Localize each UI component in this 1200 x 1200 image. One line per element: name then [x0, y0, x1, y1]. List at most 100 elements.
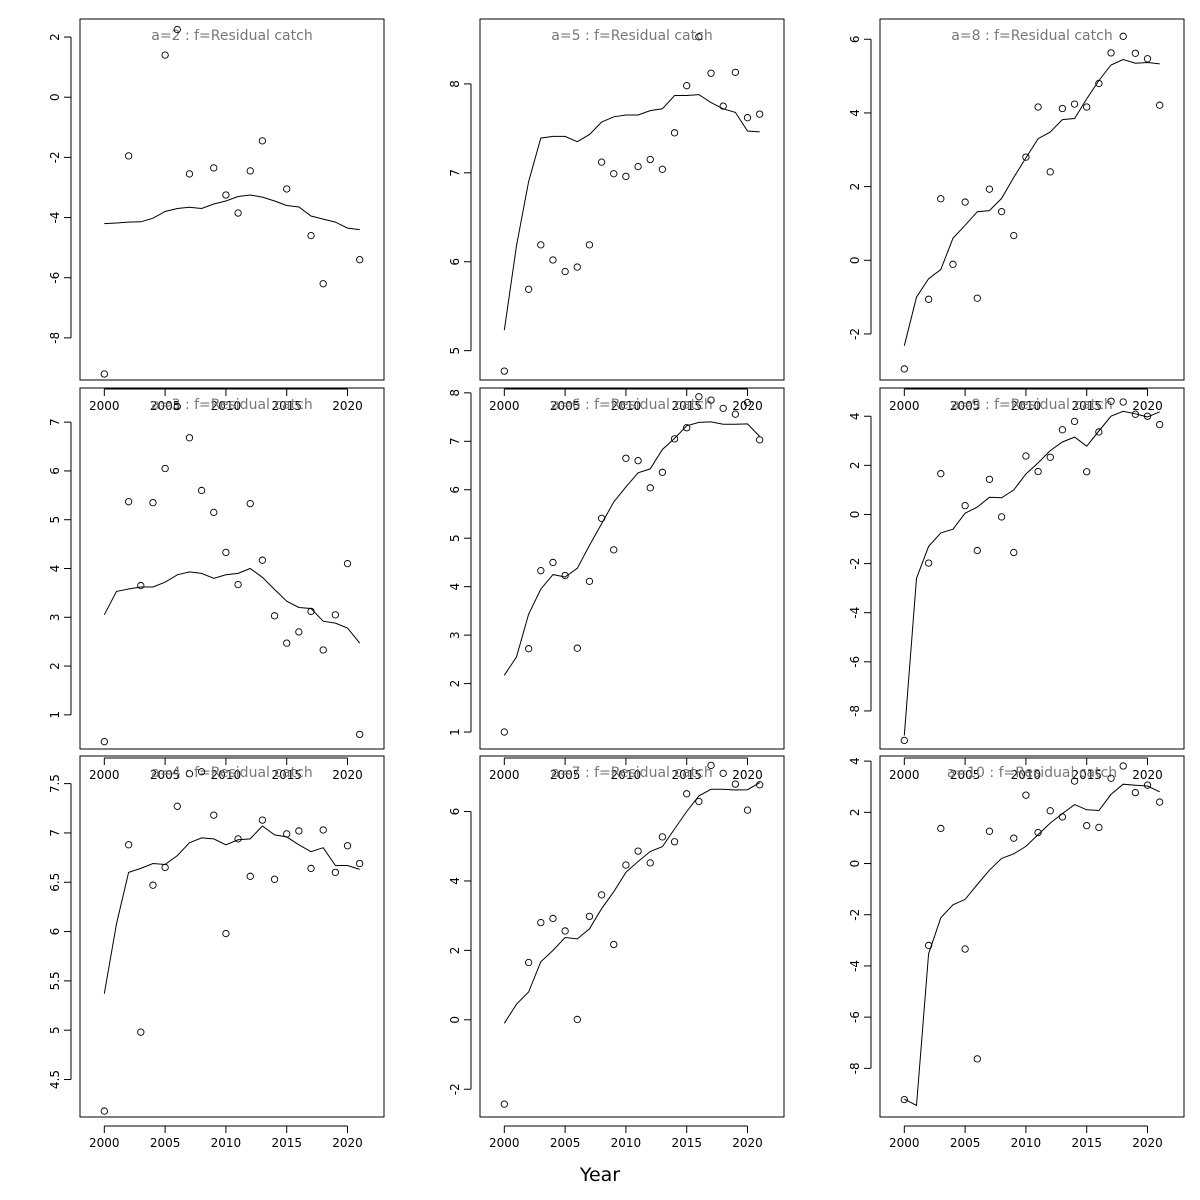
x-tick-label: 2020: [332, 768, 363, 782]
x-tick-label: 2010: [611, 1136, 642, 1150]
x-tick-label: 2015: [271, 768, 302, 782]
plot-frame: [479, 387, 785, 750]
data-points: [500, 393, 764, 736]
x-tick-label: 2000: [489, 768, 520, 782]
y-tick-label: 4.5: [48, 1070, 62, 1089]
x-axis: 2000 2005 2010 2015 2020: [89, 1125, 363, 1150]
panel-3: a=4 : f=Residual catch 4.5 5 5.5 6 6.5 7 7.5 200…: [48, 755, 385, 1150]
data-point: [1131, 410, 1140, 418]
x-tick-label: 2020: [732, 1136, 763, 1150]
panel-title: a=5 : f=Residual catch: [551, 28, 712, 44]
fitted-line: [903, 410, 1160, 736]
panel-title: a=10 : f=Residual catch: [947, 765, 1117, 781]
y-tick-label: 2: [48, 662, 62, 670]
data-point: [610, 170, 618, 178]
y-tick-label: 3: [48, 613, 62, 621]
data-point: [283, 185, 291, 193]
data-point: [622, 861, 630, 869]
data-point: [549, 256, 557, 264]
panel-4: a=5 : f=Residual catch 5 6 7 8 2000 2005 2010 20…: [448, 18, 785, 413]
data-point: [1058, 426, 1067, 434]
y-tick-label: -6: [848, 1011, 862, 1023]
data-point: [524, 958, 533, 967]
data-point: [1034, 828, 1042, 837]
data-point: [961, 501, 969, 510]
x-tick-label: 2005: [950, 399, 981, 413]
data-point: [756, 110, 764, 118]
data-point: [283, 830, 291, 838]
data-point: [100, 1107, 108, 1115]
data-point: [719, 404, 727, 413]
data-point: [646, 155, 654, 164]
y-tick-label: -8: [848, 1062, 862, 1074]
y-tick-label: 5: [448, 347, 462, 355]
x-axis: 2000 2005 2010 2015 2020: [889, 757, 1163, 782]
data-point: [319, 646, 327, 654]
data-point: [573, 1015, 581, 1024]
x-tick-label: 2015: [671, 399, 702, 413]
x-tick-label: 2000: [489, 1136, 520, 1150]
data-point: [561, 267, 569, 276]
data-point: [1083, 468, 1091, 476]
x-tick-label: 2020: [1132, 768, 1163, 782]
x-tick-label: 2005: [550, 1136, 581, 1150]
data-point: [258, 556, 267, 564]
data-point: [1107, 774, 1115, 782]
data-point: [585, 241, 594, 249]
x-tick-label: 2000: [889, 768, 920, 782]
fitted-line: [103, 825, 360, 994]
data-points: [100, 402, 364, 746]
data-point: [537, 918, 545, 927]
data-point: [549, 558, 557, 567]
data-point: [937, 824, 945, 833]
data-point: [622, 172, 630, 181]
y-tick-label: 5.5: [48, 971, 62, 990]
y-tick-label: 2: [448, 947, 462, 955]
data-point: [1070, 100, 1079, 108]
data-point: [270, 875, 279, 883]
y-tick-label: 4: [848, 109, 862, 117]
y-tick-label: 7: [48, 418, 62, 426]
y-tick-label: -2: [848, 909, 862, 921]
y-tick-label: 7: [448, 169, 462, 177]
x-axis-label: Year: [579, 1164, 620, 1186]
data-point: [331, 868, 340, 877]
data-point: [124, 498, 133, 506]
data-point: [1010, 548, 1018, 557]
y-tick-label: 0: [848, 256, 862, 264]
fitted-line: [503, 782, 760, 1024]
data-point: [743, 806, 752, 814]
x-tick-label: 2020: [332, 1136, 363, 1150]
data-point: [695, 797, 703, 806]
y-axis: 4.5 5 5.5 6 6.5 7 7.5: [48, 774, 72, 1089]
panel-title: a=4 : f=Residual catch: [151, 765, 312, 781]
panel-title: a=9 : f=Residual catch: [951, 397, 1112, 413]
data-point: [900, 736, 908, 745]
data-point: [185, 434, 194, 442]
data-point: [961, 198, 969, 206]
data-point: [1156, 101, 1164, 109]
x-tick-label: 2010: [1011, 768, 1042, 782]
data-point: [561, 571, 569, 580]
data-point: [1058, 813, 1067, 821]
data-point: [222, 548, 230, 557]
data-point: [900, 365, 908, 373]
data-point: [683, 82, 691, 90]
y-axis: 1 2 3 4 5 6 7 8: [448, 389, 472, 736]
data-point: [1046, 807, 1054, 815]
x-tick-label: 2005: [950, 768, 981, 782]
data-point: [985, 827, 994, 835]
panel-title: a=3 : f=Residual catch: [151, 397, 312, 413]
plot-frame: [879, 387, 1185, 750]
data-point: [1046, 453, 1054, 461]
data-point: [356, 730, 364, 739]
x-tick-label: 2005: [550, 399, 581, 413]
panel-7: a=8 : f=Residual catch -2 0 2 4 6 2000 2005 2010…: [848, 18, 1185, 413]
y-tick-label: 0: [848, 860, 862, 868]
data-points: [900, 397, 1164, 745]
data-point: [100, 738, 108, 746]
y-tick-label: -2: [448, 1083, 462, 1095]
data-point: [695, 33, 703, 41]
data-point: [924, 941, 933, 950]
data-point: [270, 612, 279, 620]
